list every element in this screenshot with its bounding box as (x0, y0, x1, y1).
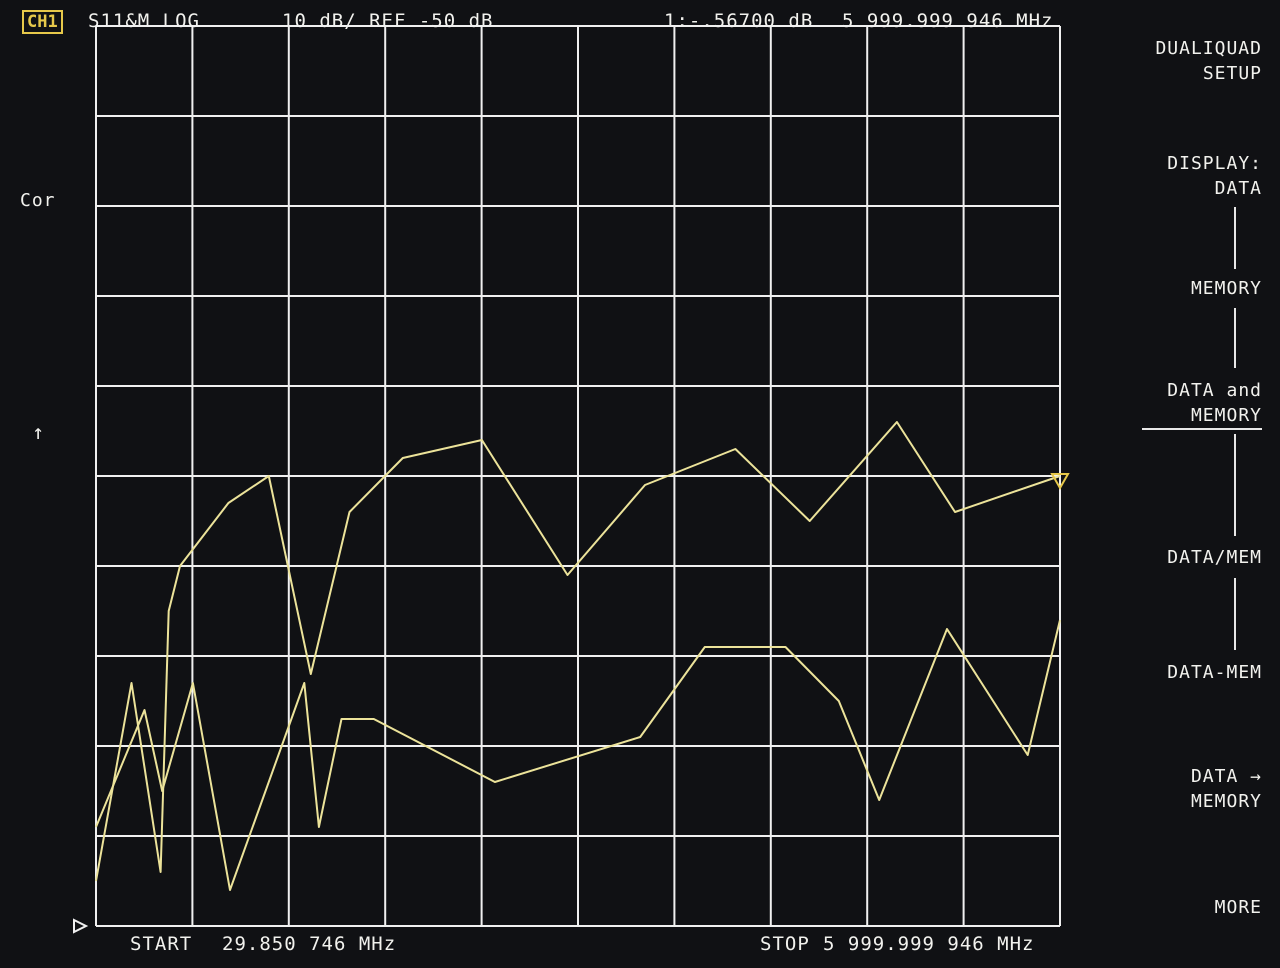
softkey-label: MEMORY (1190, 405, 1262, 426)
start-label: START (130, 933, 193, 955)
softkey-label: DATA-MEM (1167, 662, 1262, 683)
softkey-more[interactable]: MORE (1215, 895, 1262, 920)
softkey-dualiquad-setup[interactable]: DUALIQUAD SETUP (1155, 36, 1262, 86)
softkey-label: DATA/MEM (1167, 547, 1262, 568)
softkey-label: MEMORY (1190, 278, 1262, 299)
softkey-divider (1234, 578, 1236, 650)
active-softkey-underline (1142, 428, 1262, 430)
traces (95, 421, 1061, 891)
softkey-label: DISPLAY: (1167, 153, 1262, 174)
marker-1-indicator[interactable] (1050, 473, 1070, 491)
softkey-data-and-memory[interactable]: DATA and MEMORY (1167, 378, 1262, 428)
softkey-label: DUALIQUAD (1155, 38, 1262, 59)
correction-indicator: Cor (20, 190, 56, 211)
softkey-divider (1234, 308, 1236, 368)
start-frequency: 29.850 746 MHz (222, 933, 397, 955)
softkey-divider (1234, 207, 1236, 269)
softkey-data-div-mem[interactable]: DATA/MEM (1167, 545, 1262, 570)
softkey-label: SETUP (1202, 63, 1262, 84)
softkey-label: MEMORY (1190, 791, 1262, 812)
data-trace (95, 421, 1061, 882)
softkey-display-data[interactable]: DISPLAY: DATA (1167, 151, 1262, 201)
softkey-label: MORE (1214, 897, 1262, 918)
reference-arrow-icon: ↑ (32, 420, 46, 444)
softkey-memory[interactable]: MEMORY (1191, 276, 1262, 301)
softkey-label: DATA (1214, 178, 1262, 199)
stop-frequency: 5 999.999 946 MHz (823, 933, 1035, 955)
softkey-data-minus-mem[interactable]: DATA-MEM (1167, 660, 1262, 685)
softkey-label: DATA and (1167, 380, 1262, 401)
markers (73, 473, 1070, 934)
memory-trace (95, 619, 1061, 891)
softkey-data-to-memory[interactable]: DATA → MEMORY (1191, 764, 1262, 814)
graticule (95, 25, 1061, 927)
softkey-label: DATA → (1190, 766, 1262, 787)
stop-label: STOP (760, 933, 810, 955)
channel-indicator[interactable]: CH1 (22, 10, 63, 34)
reference-position-marker (73, 918, 89, 934)
softkey-divider (1234, 434, 1236, 536)
